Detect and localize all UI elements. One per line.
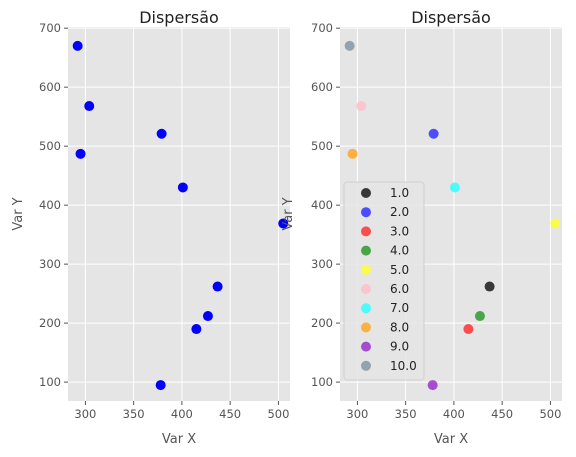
data-point — [84, 101, 95, 112]
x-tick-label: 300 — [346, 407, 368, 421]
data-point-series-6-0 — [356, 101, 367, 112]
y-tick-label: 100 — [311, 375, 333, 389]
legend-label: 9.0 — [390, 340, 409, 354]
data-point — [202, 311, 213, 322]
legend-marker — [361, 284, 371, 294]
plot-area-left — [68, 27, 290, 401]
data-point — [72, 40, 83, 51]
data-point-series-10-0 — [344, 40, 355, 51]
y-tick-label: 300 — [39, 257, 61, 271]
chart-title-left: Dispersão — [139, 8, 219, 27]
legend-marker — [361, 207, 371, 218]
data-point-series-8-0 — [347, 148, 358, 159]
legend-marker — [361, 264, 371, 275]
data-point — [191, 324, 202, 335]
data-point-series-4-0 — [474, 311, 485, 322]
data-point — [212, 281, 223, 292]
legend-label: 7.0 — [390, 301, 409, 315]
y-tick-label: 100 — [39, 375, 61, 389]
y-ticks-left: 100 200 300 400 500 600 700 — [39, 21, 68, 389]
y-tick-label: 200 — [39, 316, 61, 330]
x-tick-label: 400 — [171, 407, 193, 421]
data-point-series-5-0 — [550, 218, 561, 229]
data-point-series-1-0 — [484, 281, 495, 292]
data-point — [155, 380, 166, 391]
legend-marker — [361, 245, 371, 256]
legend-marker — [361, 226, 371, 237]
legend-label: 5.0 — [390, 263, 409, 277]
y-tick-label: 600 — [39, 80, 61, 94]
legend-label: 6.0 — [390, 282, 409, 296]
data-point — [177, 182, 188, 193]
y-tick-label: 400 — [39, 198, 61, 212]
y-tick-label: 500 — [311, 139, 333, 153]
legend: 1.0 2.0 3.0 4.0 5.0 6.0 7.0 8.0 9.0 10.0 — [343, 181, 425, 381]
x-tick-label: 350 — [123, 407, 145, 421]
y-ticks-right: 100 200 300 400 500 600 700 — [311, 21, 340, 389]
x-axis-label-right: Var X — [434, 432, 468, 447]
y-tick-label: 700 — [39, 21, 61, 35]
legend-marker — [361, 341, 371, 352]
grid-left — [68, 27, 290, 401]
chart-right: 300 350 400 450 500 100 200 300 400 500 600 700 Di… — [281, 8, 562, 447]
x-tick-label: 500 — [539, 407, 561, 421]
data-point-series-2-0 — [428, 128, 439, 139]
points-right — [344, 40, 561, 391]
legend-label: 10.0 — [390, 359, 417, 373]
chart-title-right: Dispersão — [411, 8, 491, 27]
y-tick-label: 200 — [311, 316, 333, 330]
data-point — [278, 218, 289, 229]
legend-label: 3.0 — [390, 224, 409, 238]
legend-label: 2.0 — [390, 205, 409, 219]
data-point — [156, 128, 167, 139]
legend-label: 4.0 — [390, 244, 409, 258]
y-tick-label: 700 — [311, 21, 333, 35]
y-tick-label: 300 — [311, 257, 333, 271]
legend-marker — [361, 188, 371, 198]
x-axis-label-left: Var X — [162, 432, 196, 447]
legend-label: 1.0 — [390, 186, 409, 200]
x-ticks-left: 300 350 400 450 500 — [74, 401, 289, 421]
legend-marker — [361, 303, 371, 314]
data-point — [75, 148, 86, 159]
x-tick-label: 450 — [219, 407, 241, 421]
legend-marker — [361, 360, 371, 371]
chart-left: 300 350 400 450 500 100 200 300 400 500 600 700 Di… — [11, 8, 290, 447]
y-axis-label-right: Var Y — [281, 197, 296, 230]
y-tick-label: 400 — [311, 198, 333, 212]
x-tick-label: 300 — [74, 407, 96, 421]
x-tick-label: 450 — [491, 407, 513, 421]
y-tick-label: 500 — [39, 139, 61, 153]
points-left — [72, 40, 289, 391]
data-point-series-3-0 — [463, 324, 474, 335]
legend-box — [343, 181, 425, 381]
x-tick-label: 350 — [395, 407, 417, 421]
x-tick-label: 500 — [267, 407, 289, 421]
y-axis-label-left: Var Y — [11, 197, 26, 230]
data-point-series-9-0 — [427, 380, 438, 391]
x-ticks-right: 300 350 400 450 500 — [346, 401, 561, 421]
legend-label: 8.0 — [390, 320, 409, 334]
y-tick-label: 600 — [311, 80, 333, 94]
legend-marker — [361, 322, 371, 333]
x-tick-label: 400 — [443, 407, 465, 421]
data-point-series-7-0 — [449, 182, 460, 193]
